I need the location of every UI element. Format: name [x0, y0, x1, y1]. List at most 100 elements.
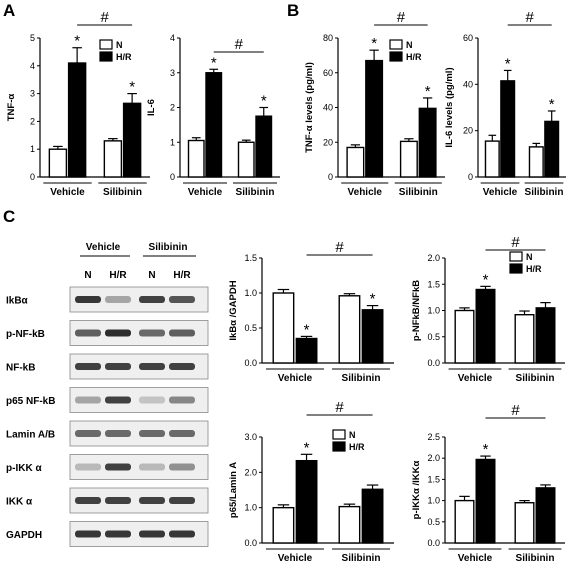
bar-silibinin-n [514, 502, 535, 544]
y-tick-label: 60 [463, 33, 473, 43]
blot-band [75, 463, 101, 471]
legend-label-hr: H/R [116, 52, 132, 62]
significance-hash: # [511, 402, 520, 419]
blot-row-label: GAPDH [6, 530, 42, 541]
bar-silibinin-hr [255, 115, 273, 178]
blot-band [75, 530, 101, 538]
blot-row-label: p-NF-kB [6, 329, 45, 340]
significance-star: * [261, 93, 267, 110]
bar-vehicle-hr [365, 59, 384, 178]
group-label: Silibinin [516, 553, 555, 564]
bar-vehicle-n [48, 148, 68, 178]
y-tick-label: 0 [30, 172, 35, 182]
legend-swatch-n [389, 39, 403, 50]
chart-7: 0.0 1.0 2.0 3.0 p65/Lamin A * Vehicle Silibinin… [228, 399, 394, 564]
y-axis-label: IL-6 levels (pg/ml) [444, 67, 455, 147]
y-axis-label: p65/Lamin A [228, 462, 239, 518]
bar-vehicle-hr [295, 337, 318, 364]
blot-row: p-IKK α [6, 454, 209, 480]
blot-row-label: p65 NF-kB [6, 396, 55, 407]
y-tick-label: 20 [463, 126, 473, 136]
bar-silibinin-n [528, 146, 544, 178]
y-tick-label: 1.5 [427, 474, 440, 484]
blot-band [105, 463, 131, 471]
bar-silibinin-n [514, 314, 535, 364]
panel-letter-a: A [3, 1, 15, 20]
significance-hash: # [335, 239, 344, 256]
blot-row-label: Lamin A/B [6, 430, 55, 441]
legend-label-n: N [526, 252, 533, 262]
group-label: Vehicle [50, 187, 85, 198]
y-tick-label: 1.0 [244, 503, 257, 513]
bar-silibinin-hr [535, 487, 556, 544]
bar-vehicle-hr [475, 458, 496, 544]
y-tick-label: 0.5 [427, 332, 440, 342]
significance-star: * [505, 55, 511, 72]
blot-band [139, 363, 165, 370]
blot-row: p65 NF-kB [6, 387, 209, 413]
legend-swatch-n [509, 251, 523, 262]
blot-band [105, 430, 131, 437]
y-tick-label: 1.5 [427, 279, 440, 289]
y-axis-label: IL-6 [146, 99, 157, 116]
group-label: Vehicle [348, 187, 383, 198]
bar-silibinin-hr [122, 102, 142, 178]
chart-6: 0.0 0.5 1.0 1.5 2.0 p-NFkB/NFkB * Vehicle Silibi… [411, 234, 565, 384]
group-label: Vehicle [188, 187, 223, 198]
blot-band [169, 363, 195, 370]
group-label: Vehicle [458, 373, 493, 384]
western-blot: Vehicle Silibinin N H/R N H/R IkBα p-NF-kB NF-kB… [6, 242, 209, 547]
blot-band [105, 329, 131, 337]
blot-band [139, 497, 165, 504]
panel-letter-c: C [3, 207, 15, 226]
significance-star: * [483, 441, 489, 458]
y-tick-label: 60 [323, 68, 333, 78]
y-axis-label: p-IKKα /IKKα [411, 461, 422, 520]
significance-star: * [483, 271, 489, 288]
blot-band [75, 497, 101, 504]
y-tick-label: 2 [30, 116, 35, 126]
significance-hash: # [235, 36, 244, 53]
significance-star: * [425, 83, 431, 100]
significance-star: * [370, 291, 376, 308]
bar-vehicle-hr [205, 72, 223, 178]
bar-vehicle-hr [67, 62, 87, 178]
y-tick-label: 2.0 [244, 467, 257, 477]
significance-star: * [371, 35, 377, 52]
significance-star: * [211, 54, 217, 71]
bar-silibinin-n [338, 295, 361, 364]
group-label: Vehicle [278, 373, 313, 384]
group-label: Silibinin [342, 553, 381, 564]
blot-lane-label: N [84, 270, 91, 281]
significance-hash: # [526, 9, 535, 26]
bar-silibinin-n [338, 505, 361, 544]
blot-lane-label: H/R [173, 270, 191, 281]
significance-star: * [549, 96, 555, 113]
blot-row-label: NF-kB [6, 363, 35, 374]
y-tick-label: 1 [170, 137, 175, 147]
y-tick-label: 40 [463, 79, 473, 89]
blot-band [75, 363, 101, 370]
y-tick-label: 80 [323, 33, 333, 43]
blot-group-silibinin: Silibinin [149, 242, 188, 253]
legend-label-hr: H/R [526, 264, 542, 274]
bar-vehicle-n [272, 292, 295, 364]
blot-band [105, 296, 131, 303]
group-label: Silibinin [516, 373, 555, 384]
bar-silibinin-hr [418, 107, 437, 178]
legend-swatch-hr [509, 263, 523, 274]
y-axis-label: p-NFkB/NFkB [411, 280, 422, 341]
significance-star: * [304, 439, 310, 456]
bar-vehicle-hr [475, 288, 496, 364]
blot-band [169, 430, 195, 437]
blot-lane-label: N [148, 270, 155, 281]
y-tick-label: 3 [170, 68, 175, 78]
chart-2: 0 1 2 3 4 IL-6 * * Vehicle Silibinin # [146, 33, 280, 198]
bar-vehicle-hr [295, 459, 318, 544]
blot-band [105, 396, 131, 404]
legend-swatch-n [332, 429, 346, 440]
legend-swatch-hr [99, 51, 113, 62]
chart-4: 0 20 40 60 IL-6 levels (pg/ml) * * Vehicle Silib… [444, 9, 566, 198]
legend-label-n: N [406, 40, 413, 50]
y-tick-label: 5 [30, 33, 35, 43]
